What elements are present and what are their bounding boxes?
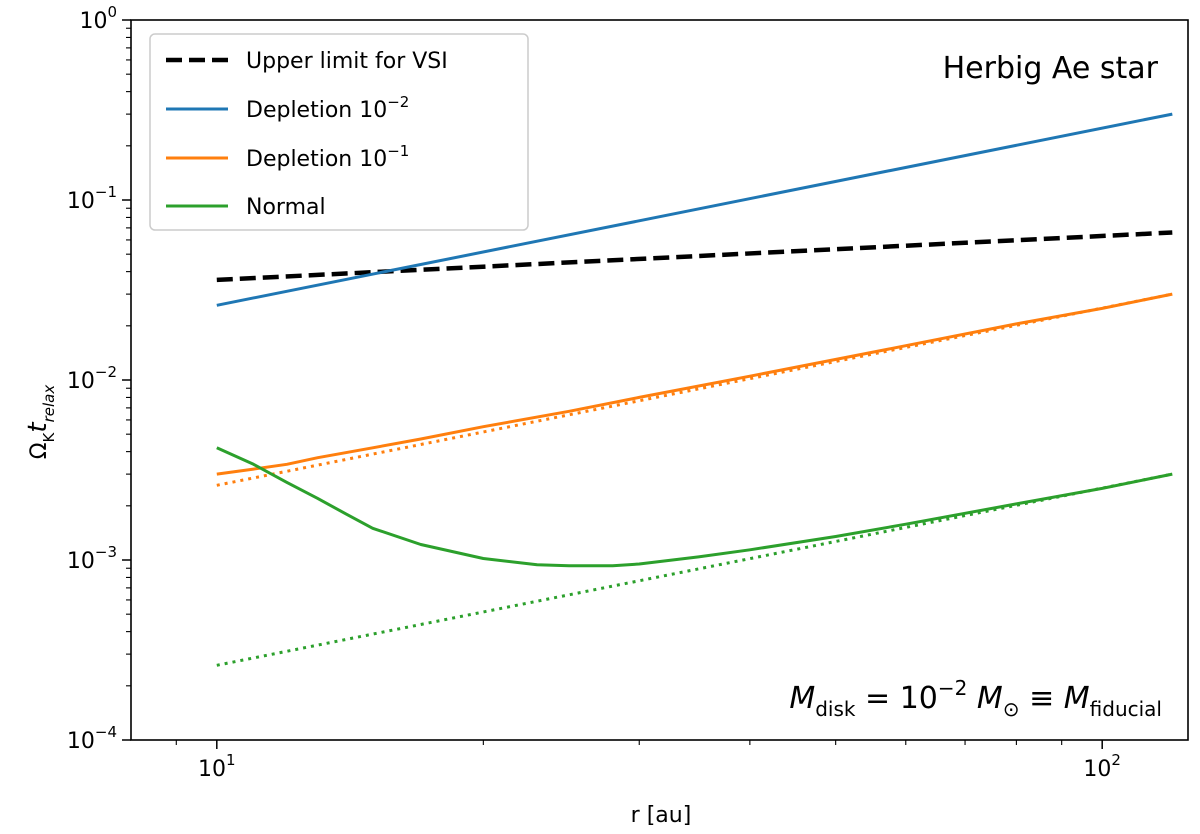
legend: Upper limit for VSI Depletion 10−2 Deple… [149, 33, 529, 231]
series-line-normal [216, 446, 1173, 568]
series-line-depletion-10-1 [216, 292, 1173, 476]
plot-lines [216, 112, 1173, 667]
legend-label-depletion-2: Depletion 10−2 [246, 93, 409, 123]
x-tick-label: 101 [198, 751, 236, 782]
y-tick-label: 10−3 [67, 543, 117, 574]
y-tick-label: 10−2 [67, 363, 117, 394]
axis-tick-labels: 10−4 10−3 10−2 10−1 100 101 102 [67, 3, 1121, 782]
y-tick-label: 10−4 [67, 723, 117, 754]
annotation-star-type: Herbig Ae star [943, 51, 1159, 86]
series-line-series-3-fit [216, 292, 1173, 487]
y-axis-title: ΩKtrelax [23, 385, 58, 460]
legend-label-normal: Normal [246, 195, 326, 220]
series-line-depletion-10-2 [216, 112, 1173, 307]
series-line-series-5-fit [216, 472, 1173, 667]
annotation-disk-mass: Mdisk = 10−2 M⊙ ≡ Mfiducial [789, 676, 1162, 721]
y-tick-label: 100 [79, 3, 117, 34]
axis-ticks [122, 19, 1103, 749]
y-tick-label: 10−1 [67, 183, 117, 214]
series-line-upper-limit-for-vsi [216, 230, 1173, 283]
legend-box [149, 33, 529, 231]
x-tick-label: 102 [1083, 751, 1121, 782]
legend-label-depletion-1: Depletion 10−1 [246, 142, 409, 172]
x-axis-title: r [au] [631, 803, 692, 828]
legend-label-vsi: Upper limit for VSI [246, 49, 448, 74]
